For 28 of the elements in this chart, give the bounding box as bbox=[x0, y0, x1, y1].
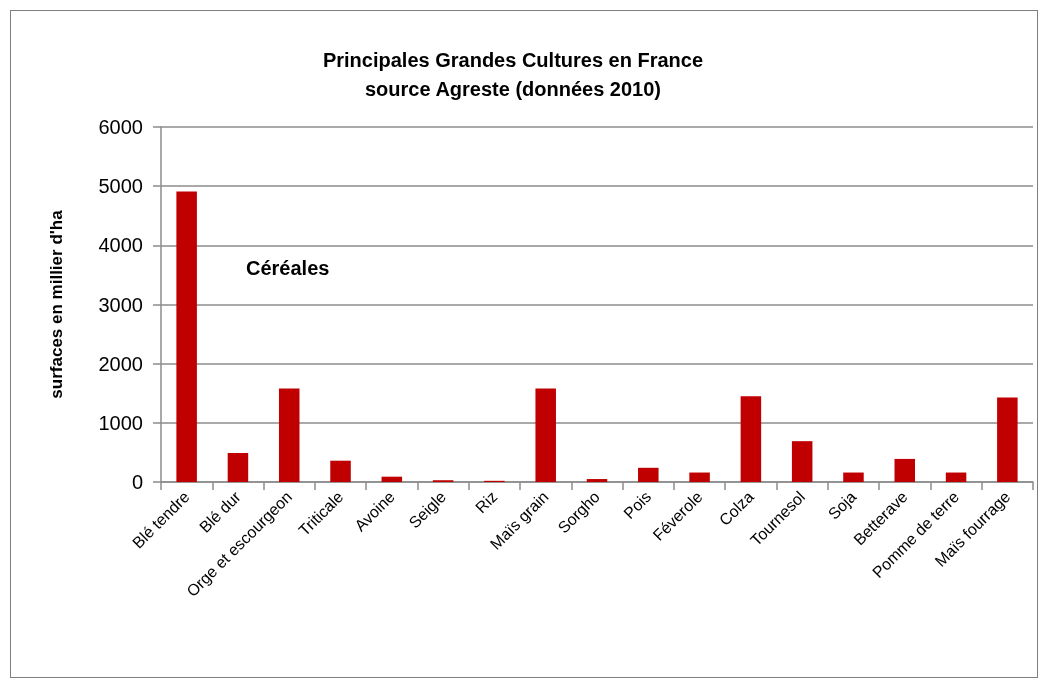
bar bbox=[381, 476, 403, 482]
x-tick-label: Pois bbox=[620, 487, 655, 523]
y-tick-label: 0 bbox=[131, 471, 143, 493]
chart-subtitle: source Agreste (données 2010) bbox=[364, 77, 662, 100]
bar bbox=[689, 472, 710, 482]
y-tick-label: 4000 bbox=[98, 234, 143, 257]
y-axis-title: surfaces en millier d'ha bbox=[47, 209, 66, 399]
bar bbox=[997, 397, 1018, 482]
y-tick-label: 6000 bbox=[98, 116, 143, 138]
bar bbox=[330, 460, 351, 482]
bar bbox=[227, 453, 249, 482]
bar bbox=[176, 191, 197, 482]
y-tick-label: 3000 bbox=[98, 293, 143, 316]
bar bbox=[535, 388, 556, 482]
bar bbox=[791, 441, 813, 482]
bar bbox=[586, 479, 608, 482]
x-tick-label: Riz bbox=[472, 487, 501, 517]
bar bbox=[740, 396, 762, 482]
y-tick-label: 5000 bbox=[98, 175, 143, 198]
bar bbox=[843, 472, 864, 482]
bar bbox=[945, 472, 967, 482]
chart-title: Principales Grandes Cultures en France bbox=[322, 48, 704, 71]
bar bbox=[278, 388, 300, 482]
y-tick-label: 2000 bbox=[98, 352, 143, 375]
y-tick-label: 1000 bbox=[98, 411, 143, 434]
annotation: Céréales bbox=[246, 257, 330, 279]
bar bbox=[638, 467, 659, 482]
bar bbox=[894, 458, 916, 482]
